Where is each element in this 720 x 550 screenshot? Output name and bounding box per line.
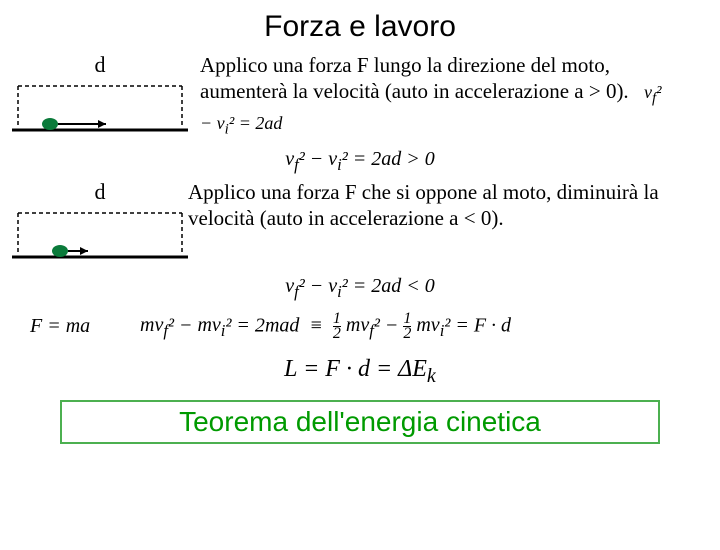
track-diagram-1 <box>10 80 190 140</box>
center-eq-2: vf² − vi² = 2ad < 0 <box>0 275 720 302</box>
text-accelerate: Applico una forza F lungo la direzione d… <box>200 52 720 139</box>
para-accelerate: Applico una forza F lungo la direzione d… <box>200 53 629 103</box>
text-decelerate: Applico una forza F che si oppone al mot… <box>188 179 720 232</box>
eq-work: L = F · d = ΔEk <box>0 356 720 388</box>
diagram-2: d <box>0 179 200 267</box>
theorem-text: Teorema dell'energia cinetica <box>179 406 541 437</box>
eq-energy: mvf² − mvi² = 2mad ≡ 1 2 mvf² − 1 2 mvi²… <box>140 312 511 342</box>
d-label-2: d <box>95 179 106 205</box>
para-decelerate: Applico una forza F che si oppone al mot… <box>188 180 659 230</box>
page-title: Forza e lavoro <box>0 10 720 44</box>
row-decelerate: d Applico una forza F che si oppone al m… <box>0 179 720 267</box>
diagram-1: d <box>0 52 200 140</box>
eq-fma: F = ma <box>30 315 140 338</box>
theorem-box: Teorema dell'energia cinetica <box>60 400 660 444</box>
center-eq-1: vf² − vi² = 2ad > 0 <box>0 148 720 175</box>
derivation-line: F = ma mvf² − mvi² = 2mad ≡ 1 2 mvf² − 1… <box>0 312 720 342</box>
row-accelerate: d Applico una forza F lungo la direzione… <box>0 52 720 140</box>
d-label-1: d <box>95 52 106 78</box>
track-diagram-2 <box>10 207 190 267</box>
